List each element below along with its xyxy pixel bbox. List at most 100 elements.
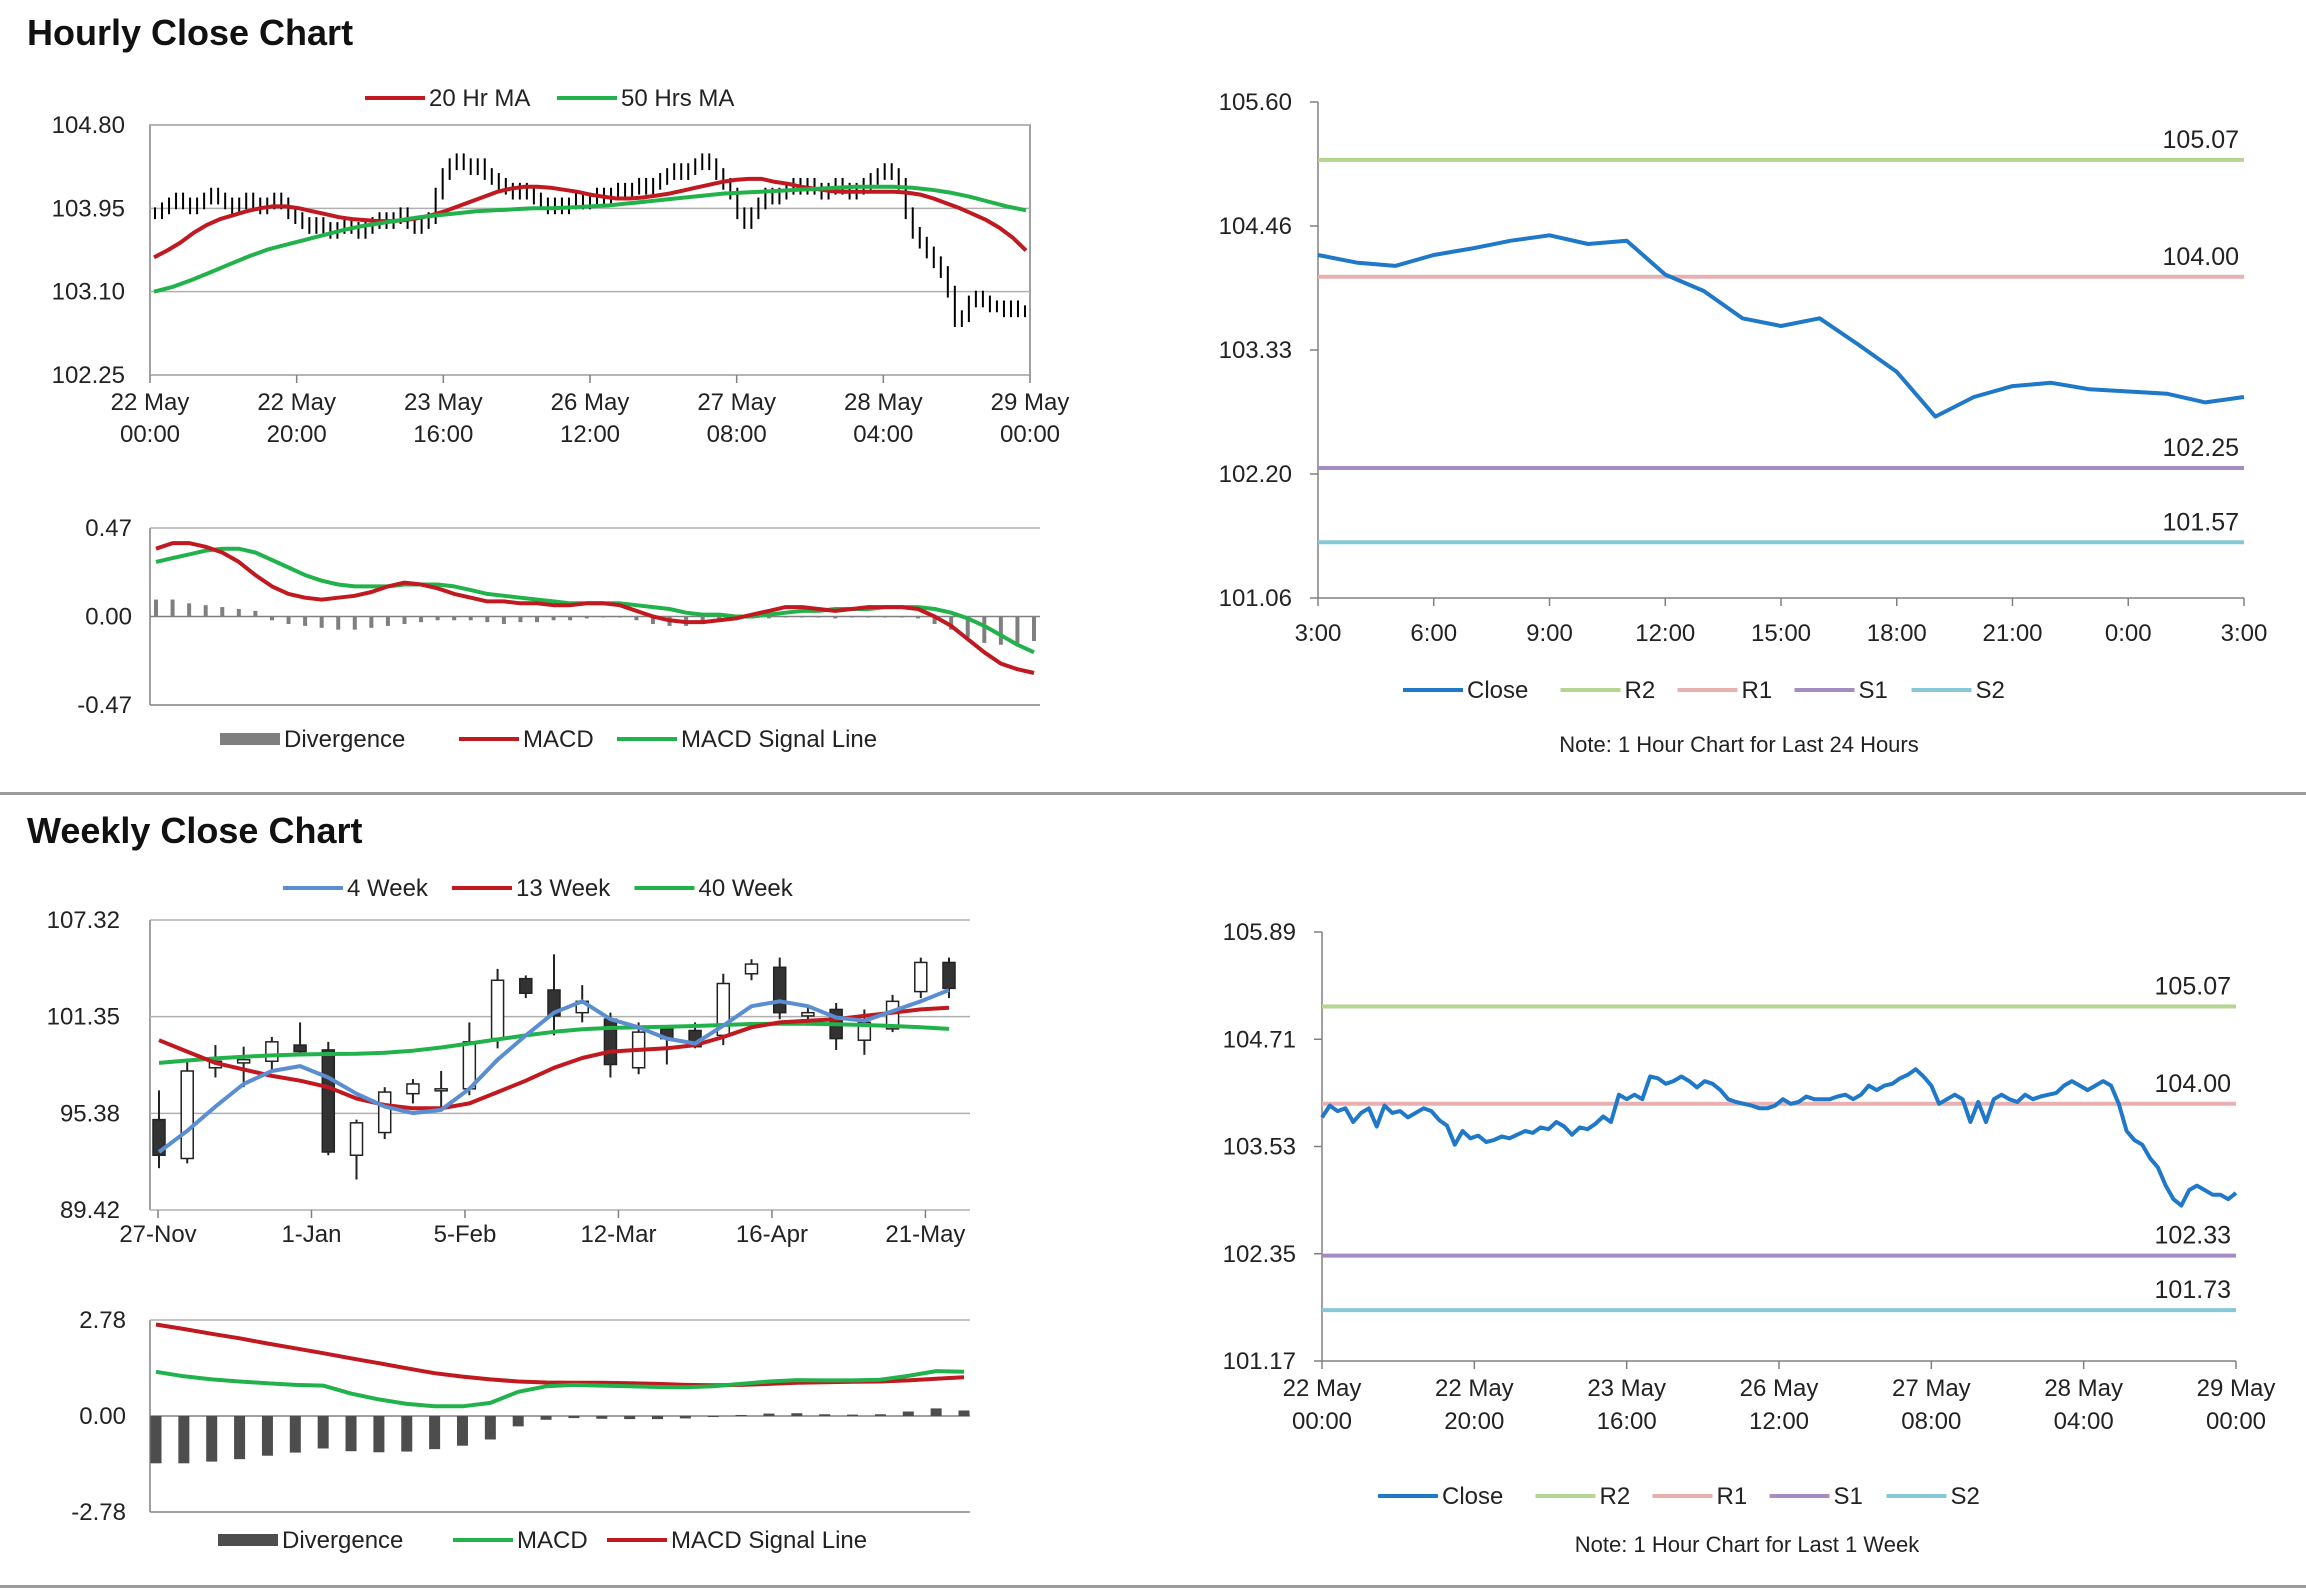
divergence-bar [707, 1416, 719, 1418]
chart-note: Note: 1 Hour Chart for Last 24 Hours [1559, 732, 1919, 757]
weekly-price-xtick: 1-Jan [281, 1221, 341, 1248]
candle-body [236, 1058, 251, 1064]
divergence-bar [401, 1416, 413, 1452]
divergence-bar [170, 599, 175, 617]
level-label-s2: 101.73 [2155, 1276, 2231, 1304]
close-chart-legend-label: S1 [1834, 1483, 1863, 1510]
weekly-price-chart: 107.32 101.35 95.38 89.42 4 Week 13 Week 40 We… [47, 875, 970, 1248]
divergence-bar [286, 616, 291, 625]
hourly-price-xtick-date: 29 May [991, 389, 1070, 416]
close-chart-ytick: 102.35 [1223, 1241, 1296, 1268]
close-chart-ytick: 101.17 [1223, 1348, 1296, 1375]
macd-ytick: -0.47 [77, 692, 132, 719]
macd-legend-swatch [218, 1534, 278, 1546]
close-chart-legend-label: R2 [1625, 677, 1656, 704]
divergence-bar [317, 1416, 329, 1449]
candle-body [772, 966, 787, 1014]
candle-body [744, 963, 759, 975]
close-chart-xtick-time: 16:00 [1597, 1408, 1657, 1435]
hourly-price-xtick-date: 26 May [551, 389, 630, 416]
divergence-bar [456, 1416, 468, 1446]
divergence-bar [916, 616, 921, 619]
weekly-price-xtick: 12-Mar [580, 1221, 656, 1248]
divergence-bar [902, 1411, 914, 1416]
divergence-bar [866, 616, 871, 618]
divergence-bar [518, 616, 523, 623]
chart-note: Note: 1 Hour Chart for Last 1 Week [1575, 1532, 1920, 1557]
divergence-bar [429, 1416, 441, 1450]
divergence-bar [319, 616, 324, 628]
hourly-macd-chart: 0.47 0.00 -0.47 Divergence MACD MACD Signal L… [77, 515, 1040, 753]
divergence-bar [847, 1414, 859, 1416]
divergence-bar [535, 616, 540, 623]
close-chart-legend-label: Close [1442, 1483, 1503, 1510]
hourly-price-ytick: 103.10 [52, 279, 125, 306]
macd-line [155, 541, 1035, 675]
macd-legend-swatch [220, 733, 280, 745]
macd-line [155, 1369, 965, 1409]
divergence-bar [261, 1416, 273, 1456]
divergence-bar [763, 1413, 775, 1416]
divergence-bar [551, 616, 556, 621]
divergence-bar [958, 1410, 970, 1416]
divergence-bar [816, 616, 821, 618]
weekly-price-legend-label: 13 Week [516, 875, 611, 902]
divergence-bar [849, 616, 854, 618]
signal-line [155, 1322, 965, 1388]
divergence-bar [206, 1416, 218, 1462]
divergence-bar [203, 605, 208, 617]
divergence-bar [369, 616, 374, 628]
candle-body [293, 1044, 307, 1053]
level-label-r2: 105.07 [2163, 126, 2239, 154]
divergence-bar [385, 616, 390, 626]
close-chart-xtick: 15:00 [1751, 620, 1811, 647]
close-chart-xtick-time: 12:00 [1749, 1408, 1809, 1435]
divergence-bar [435, 616, 440, 621]
close-chart-xtick-time: 08:00 [1901, 1408, 1961, 1435]
close-chart-ytick: 103.33 [1219, 337, 1292, 364]
close-chart-xtick: 3:00 [1295, 620, 1342, 647]
hourly-price-xtick-time: 08:00 [707, 421, 767, 448]
close-chart-ytick: 102.20 [1219, 461, 1292, 488]
close-chart-xtick-date: 22 May [1283, 1375, 1362, 1402]
divergence-bar [187, 603, 192, 617]
divergence-bar [998, 616, 1003, 645]
hourly-price-ytick: 103.95 [52, 195, 125, 222]
divergence-bar [1032, 616, 1036, 641]
divergence-bar [303, 616, 308, 626]
weekly-w4-line [157, 988, 950, 1154]
hourly-price-legend-label: 50 Hrs MA [621, 85, 734, 112]
divergence-bar [289, 1416, 301, 1453]
macd-ytick: 0.00 [79, 1403, 126, 1430]
close-chart-ytick: 105.60 [1219, 89, 1292, 116]
close-chart-xtick-date: 22 May [1435, 1375, 1514, 1402]
plot-frame [149, 124, 1031, 376]
divergence-bar [352, 616, 357, 630]
close-chart-xtick: 18:00 [1867, 620, 1927, 647]
divergence-bar [982, 616, 987, 643]
level-label-r1: 104.00 [2163, 243, 2239, 271]
divergence-bar [253, 610, 258, 617]
close-chart-xtick-time: 04:00 [2054, 1408, 2114, 1435]
divergence-bar [800, 616, 805, 618]
candle-body [321, 1049, 336, 1153]
divergence-bar [783, 616, 788, 618]
close-chart-xtick-time: 00:00 [1292, 1408, 1352, 1435]
divergence-bar [949, 616, 954, 630]
close-chart-ytick: 101.06 [1219, 585, 1292, 612]
divergence-bar [468, 616, 473, 621]
macd-ytick: 0.47 [85, 515, 132, 542]
candle-body [265, 1041, 279, 1063]
close-chart-xtick-date: 27 May [1892, 1375, 1971, 1402]
divergence-bar [624, 1416, 636, 1420]
close-chart-xtick-date: 23 May [1587, 1375, 1666, 1402]
macd-ytick: -2.78 [71, 1499, 126, 1526]
divergence-bar [766, 616, 771, 619]
close-chart-xtick: 9:00 [1526, 620, 1573, 647]
close-chart-xtick: 0:00 [2105, 620, 2152, 647]
weekly-price-xtick: 27-Nov [119, 1221, 196, 1248]
hourly-price-xtick-date: 27 May [697, 389, 776, 416]
divergence-bar [512, 1416, 524, 1427]
candle-body [434, 1088, 448, 1092]
divergence-bar [735, 1414, 747, 1416]
